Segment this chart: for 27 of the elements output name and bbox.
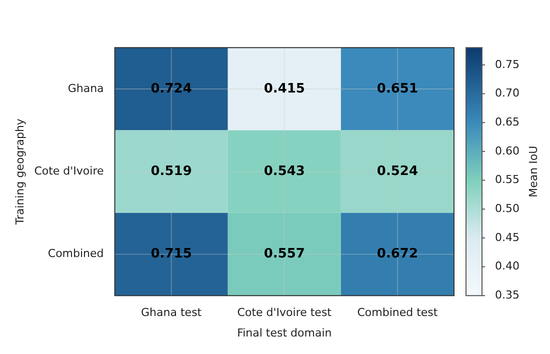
data-label: 0.557	[264, 246, 305, 262]
color-bar-label: 0.50	[495, 202, 520, 215]
x-tick-label: Combined test	[357, 306, 438, 320]
data-label: 0.672	[376, 246, 418, 262]
x-tick-label: Cote d'Ivoire test	[237, 306, 332, 320]
y-tick-label: Combined	[48, 247, 104, 260]
data-label: 0.715	[150, 246, 192, 262]
data-label: 0.415	[264, 81, 305, 96]
data-label: 0.724	[150, 81, 192, 96]
data-label: 0.524	[376, 164, 418, 179]
color-bar-label: 0.75	[495, 58, 520, 71]
color-bar-label: 0.45	[495, 230, 520, 244]
color-bar-label: 0.70	[495, 86, 520, 100]
y-tick-label: Cote d'Ivoire	[34, 164, 104, 178]
color-bar-label: 0.65	[495, 115, 520, 128]
color-bar-label: 0.40	[495, 260, 520, 273]
data-label: 0.519	[150, 164, 192, 179]
data-label: 0.651	[376, 81, 418, 96]
color-bar-label: 0.35	[495, 288, 520, 302]
data-label: 0.543	[264, 164, 305, 179]
color-bar-title: Mean IoU	[526, 146, 540, 198]
x-tick-label: Ghana test	[141, 306, 202, 320]
color-bar-label: 0.55	[495, 173, 520, 186]
y-tick-label: Ghana	[68, 82, 104, 95]
x-axis-title: Final test domain	[237, 326, 332, 340]
y-axis-title: Training geography	[13, 118, 26, 226]
color-bar-label: 0.60	[495, 144, 520, 158]
